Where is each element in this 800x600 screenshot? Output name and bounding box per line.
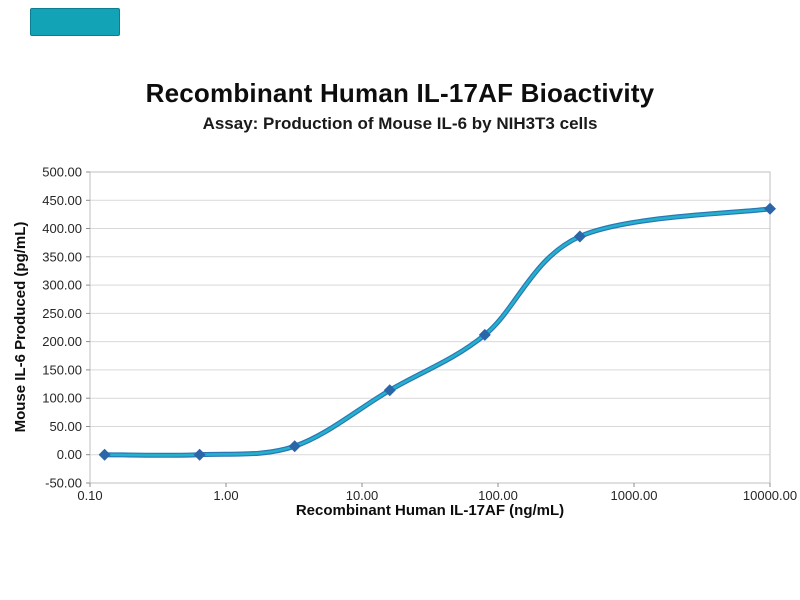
svg-text:300.00: 300.00 [42, 278, 82, 293]
x-axis-label: Recombinant Human IL-17AF (ng/mL) [295, 502, 565, 519]
svg-text:200.00: 200.00 [42, 334, 82, 349]
chart-title: Recombinant Human IL-17AF Bioactivity [145, 78, 655, 108]
svg-text:100.00: 100.00 [42, 391, 82, 406]
svg-text:400.00: 400.00 [42, 221, 82, 236]
svg-text:10000.00: 10000.00 [743, 488, 797, 503]
data-point-marker [573, 230, 586, 243]
brand-mark [30, 8, 120, 36]
svg-text:1000.00: 1000.00 [611, 488, 658, 503]
data-point-marker [478, 328, 491, 341]
svg-text:50.00: 50.00 [49, 419, 82, 434]
svg-text:1.00: 1.00 [213, 488, 238, 503]
svg-text:450.00: 450.00 [42, 193, 82, 208]
svg-text:150.00: 150.00 [42, 362, 82, 377]
data-point-marker [193, 448, 206, 461]
svg-text:500.00: 500.00 [42, 165, 82, 180]
data-point-marker [764, 202, 776, 215]
svg-text:100.00: 100.00 [478, 488, 518, 503]
svg-text:350.00: 350.00 [42, 249, 82, 264]
chart-subtitle: Assay: Production of Mouse IL-6 by NIH3T… [202, 114, 598, 133]
y-axis-label: Mouse IL-6 Produced (pg/mL) [12, 221, 29, 433]
data-point-marker [288, 440, 301, 453]
data-point-marker [383, 384, 396, 397]
svg-text:10.00: 10.00 [346, 488, 379, 503]
svg-text:0.10: 0.10 [77, 488, 102, 503]
data-point-marker [98, 448, 111, 461]
svg-text:0.00: 0.00 [57, 447, 82, 462]
svg-text:250.00: 250.00 [42, 306, 82, 321]
svg-text:-50.00: -50.00 [45, 476, 82, 491]
